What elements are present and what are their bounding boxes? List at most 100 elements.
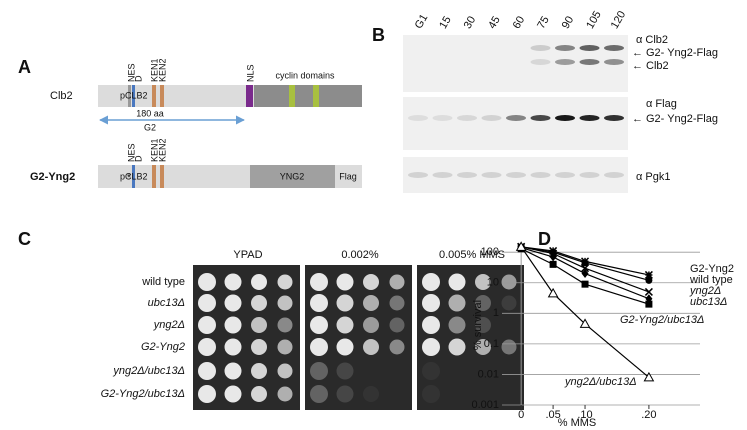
feature (289, 85, 295, 107)
colony-spot (251, 363, 267, 379)
feature (152, 165, 156, 188)
band (555, 59, 575, 65)
colony-spot (363, 339, 379, 355)
strain-label: yng2Δ (153, 319, 185, 331)
strain-label: G2-Yng2/ubc13Δ (101, 388, 185, 400)
feature (152, 85, 156, 107)
colony-spot (198, 316, 216, 334)
colony-spot (389, 295, 405, 311)
condition-label: 0.005% MMS (439, 249, 505, 261)
colony-spot (501, 274, 517, 290)
lane-label: 90 (560, 14, 577, 31)
colony-spot (277, 317, 293, 333)
colony-spot (251, 317, 267, 333)
series-label: wild type (689, 274, 733, 286)
band (481, 115, 502, 121)
construct-name: G2-Yng2 (30, 171, 75, 183)
band (579, 115, 600, 121)
colony-spot (310, 316, 328, 334)
band-label: G2- Yng2-Flag (646, 113, 718, 125)
colony-spot (422, 294, 440, 312)
strain-label: ubc13Δ (148, 297, 185, 309)
band (506, 172, 526, 178)
panel-label: C (18, 229, 31, 249)
feature-label: D (133, 155, 143, 162)
colony-spot (363, 295, 379, 311)
cyclin-region (254, 85, 362, 107)
panel-a: A Clb2 pCLB2 NES D KEN1 KEN2 NLS cyclin … (18, 57, 362, 188)
strain-label: wild type (141, 276, 185, 288)
lane-label: 120 (609, 9, 629, 31)
colony-spot (310, 338, 328, 356)
antibody-label: α Flag (646, 98, 677, 110)
colony-spot (277, 274, 293, 290)
colony-spot (224, 362, 242, 380)
data-point (579, 318, 591, 328)
data-point (549, 252, 557, 262)
lane-label: 75 (535, 14, 552, 31)
colony-spot (224, 385, 242, 403)
colony-spot (448, 273, 466, 291)
colony-spot (251, 386, 267, 402)
panel-d: D % survival % MMS 0.001 0.01 0.1 1 10 100 0 .0… (471, 229, 734, 429)
x-tick-label: .20 (641, 409, 656, 421)
colony-spot (310, 273, 328, 291)
colony-spot (198, 362, 216, 380)
arrow: ← (632, 60, 643, 72)
tag-label: Flag (339, 171, 357, 181)
band (530, 172, 551, 178)
colony-spot (336, 316, 354, 334)
colony-spot (336, 385, 354, 403)
feature (132, 85, 135, 107)
lane-label: 30 (462, 14, 479, 31)
feature-label: NES (126, 63, 136, 82)
feature (313, 85, 319, 107)
band (579, 172, 600, 178)
colony-spot (363, 386, 379, 402)
colony-spot (198, 273, 216, 291)
domain-box (250, 165, 335, 188)
colony-spot (389, 317, 405, 333)
colony-spot (363, 274, 379, 290)
panel-label: D (538, 229, 551, 249)
x-tick-label: .05 (545, 409, 560, 421)
x-tick-label: 0 (518, 409, 524, 421)
lane-label: 15 (437, 14, 454, 31)
y-tick-label: 0.001 (471, 399, 499, 411)
y-tick-label: 1 (493, 307, 499, 319)
colony-spot (198, 338, 216, 356)
antibody-label: α Pgk1 (636, 171, 671, 183)
data-point (581, 280, 589, 288)
series-line (520, 246, 650, 378)
feature (246, 85, 253, 107)
data-point (549, 260, 557, 268)
colony-spot (277, 363, 293, 379)
colony-spot (224, 338, 242, 356)
blot (403, 97, 628, 150)
span-name: G2 (144, 122, 156, 132)
colony-spot (422, 338, 440, 356)
band (604, 115, 624, 121)
y-tick-label: 0.1 (484, 338, 499, 350)
span-label: 180 aa (136, 108, 164, 118)
colony-spot (224, 316, 242, 334)
panel-b: B α Clb2 ← G2- Yng2-Flag ← Clb2 α Flag ←… (372, 9, 718, 193)
series-label: G2-Yng2 (690, 263, 734, 275)
band (530, 45, 551, 51)
colony-spot (363, 317, 379, 333)
colony-spot (310, 294, 328, 312)
data-point (581, 269, 589, 279)
feature-label: KEN1 (149, 138, 159, 162)
antibody-label: α Clb2 (636, 34, 668, 46)
data-point (515, 241, 527, 251)
band (530, 115, 551, 121)
condition-label: 0.002% (341, 249, 379, 261)
data-point (644, 270, 653, 279)
colony-spot (336, 338, 354, 356)
colony-spot (277, 339, 293, 355)
band (457, 115, 477, 121)
domain-label: YNG2 (280, 171, 305, 181)
band-label: G2- Yng2-Flag (646, 47, 718, 59)
arrow: ← (632, 47, 643, 59)
data-point (645, 300, 653, 308)
